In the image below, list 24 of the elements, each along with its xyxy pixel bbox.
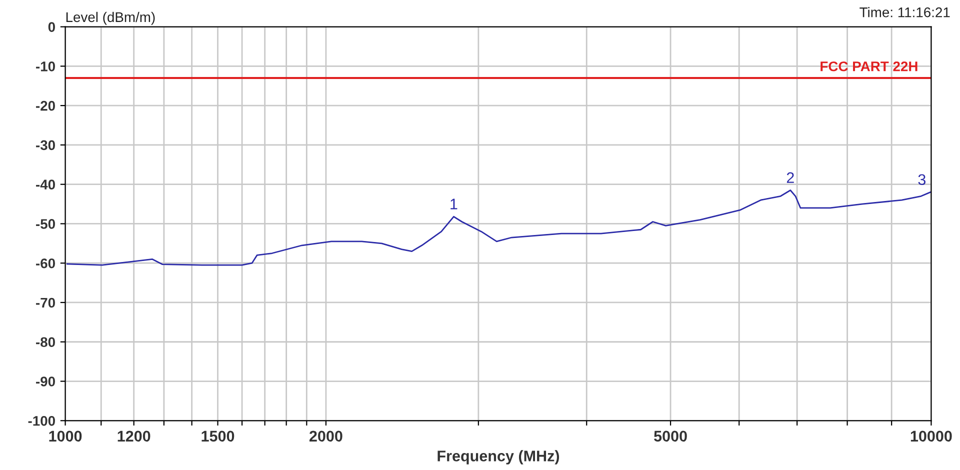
x-axis-title: Frequency (MHz) bbox=[438, 450, 560, 464]
x-tick-label: 1000 bbox=[49, 430, 82, 442]
y-tick-label: -40 bbox=[36, 180, 55, 190]
y-tick-label: -80 bbox=[36, 337, 55, 348]
annotation: 2 bbox=[786, 172, 794, 183]
y-tick-label: -20 bbox=[36, 100, 55, 111]
x-tick-label: 2000 bbox=[309, 430, 342, 442]
y-tick-label: -90 bbox=[36, 376, 55, 386]
annotation: 1 bbox=[450, 198, 458, 210]
y-tick-label: -60 bbox=[36, 258, 55, 268]
annotation: 3 bbox=[918, 174, 926, 186]
x-tick-label: 1500 bbox=[202, 430, 234, 442]
y-tick-label: -70 bbox=[36, 298, 55, 308]
text: Time: 11:16:21 bbox=[860, 7, 950, 18]
y-tick-label: 0 bbox=[48, 22, 55, 32]
x-tick-label: 1200 bbox=[118, 430, 150, 442]
y-tick-label: -50 bbox=[36, 219, 55, 229]
y-tick-label: -100 bbox=[28, 416, 55, 426]
y-tick-label: -30 bbox=[36, 140, 55, 150]
y-axis-title: Level (dBm/m) bbox=[66, 12, 155, 25]
ref-line-label: FCC PART 22H bbox=[820, 61, 918, 72]
x-tick-label: 10000 bbox=[910, 430, 952, 442]
y-tick-label: -10 bbox=[36, 62, 55, 72]
x-tick-label: 5000 bbox=[654, 430, 687, 442]
